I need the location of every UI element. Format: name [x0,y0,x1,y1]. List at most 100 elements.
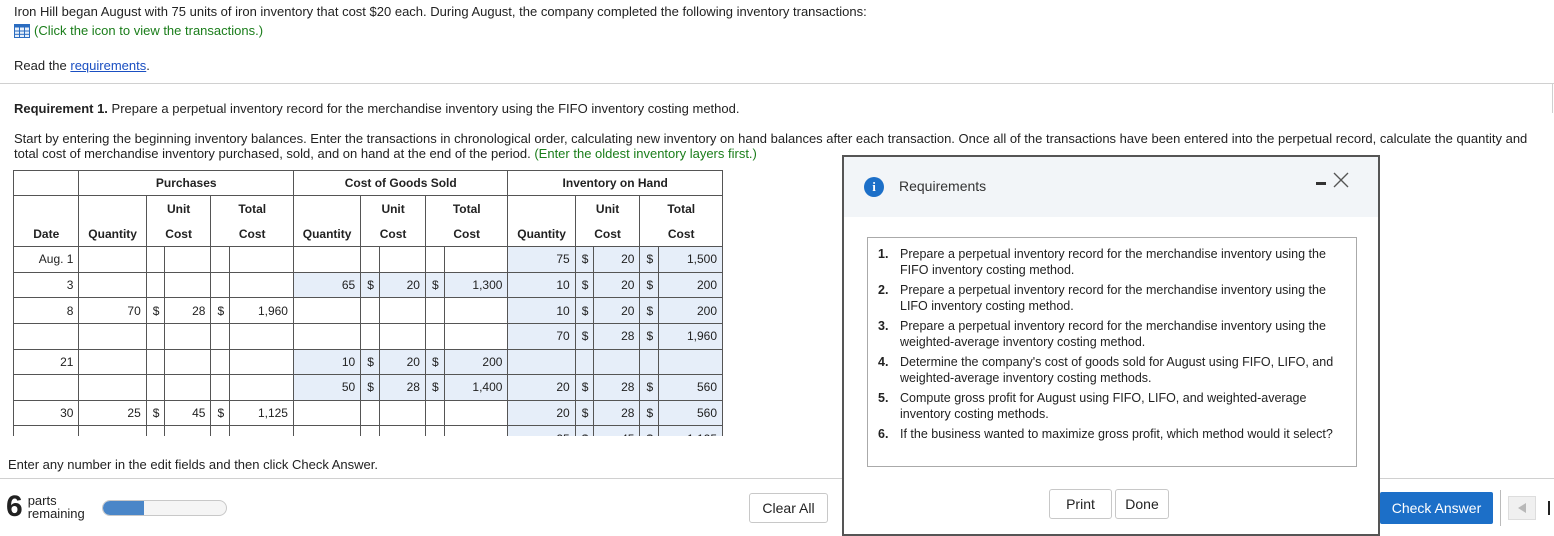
header-blank-2 [13,195,80,222]
unit-cost-cell [378,246,426,273]
unit-cost-cell: 45 [164,399,212,427]
read-requirements: Read the requirements. [14,58,150,73]
requirement-number: 1. [878,247,889,261]
dollar-sign: $ [639,271,660,299]
requirement-number: 6. [878,427,889,441]
date-cell [13,374,80,401]
unit-cost-cell: 28 [593,322,641,350]
requirement-text: Prepare a perpetual inventory record for… [900,319,1326,349]
view-transactions-link[interactable]: (Click the icon to view the transactions… [14,23,263,38]
total-cost-cell [443,425,509,436]
header-i-tcost: Cost [639,221,723,248]
scrollbar-edge [1552,83,1553,113]
quantity-cell [78,322,147,350]
dollar-sign [360,297,380,324]
dollar-sign: $ [574,425,595,436]
requirements-list-box: 1. Prepare a perpetual inventory record f… [867,237,1357,467]
requirements-link[interactable]: requirements [70,58,147,73]
unit-cost-cell [164,348,212,376]
total-cost-cell: 200 [658,297,723,324]
dollar-sign: $ [639,374,660,401]
instructions-text: Start by entering the beginning inventor… [14,131,1528,161]
dollar-sign [210,322,231,350]
unit-cost-cell: 28 [593,374,641,401]
requirement-number: 5. [878,391,889,405]
quantity-cell: 25 [78,399,147,427]
unit-cost-cell: 20 [378,271,426,299]
quantity-cell [292,297,362,324]
dollar-sign [210,271,231,299]
header-p-tcost: Cost [210,221,294,248]
dollar-sign [145,271,166,299]
table-grid-icon[interactable] [14,23,30,38]
total-cost-cell [443,246,509,273]
dollar-sign: $ [360,374,380,401]
header-blank-pq [78,195,147,222]
dollar-sign: $ [145,297,166,324]
quantity-cell [292,322,362,350]
nav-separator [1500,490,1501,526]
header-i-quantity: Quantity [507,221,576,248]
parts-label-2: remaining [27,506,85,521]
header-c-quantity: Quantity [292,221,362,248]
date-cell [13,322,80,350]
read-suffix: . [146,58,150,73]
requirement-text: Prepare a perpetual inventory record for… [900,247,1326,277]
next-button[interactable] [1544,496,1554,520]
quantity-cell [78,425,147,436]
requirement-number: 3. [878,319,889,333]
perpetual-record-table: Purchases Cost of Goods Sold Inventory o… [13,170,723,436]
requirement-text: Determine the company's cost of goods so… [900,355,1334,385]
table-row: 3 65 $20 $1,300 10 $20 $200 [13,271,723,299]
unit-cost-cell [378,322,426,350]
header-c-total: Total [424,195,509,222]
dollar-sign [360,399,380,427]
instructions: Start by entering the beginning inventor… [14,131,1534,161]
quantity-cell: 70 [507,322,576,350]
header-p-unit: Unit [145,195,212,222]
print-button[interactable]: Print [1049,489,1112,519]
header-p-total: Total [210,195,294,222]
info-icon: i [864,177,884,197]
total-cost-cell [229,246,294,273]
dollar-sign: $ [574,322,595,350]
unit-cost-cell: 20 [593,271,641,299]
table-row: 25$45$1,125 [13,425,723,436]
total-cost-cell [229,322,294,350]
dollar-sign: $ [424,348,445,376]
quantity-cell: 20 [507,399,576,427]
dollar-sign [424,322,445,350]
parts-count: 6 [6,490,23,523]
unit-cost-cell: 20 [593,297,641,324]
unit-cost-cell [164,322,212,350]
requirement-text: Compute gross profit for August using FI… [900,391,1307,421]
quantity-cell: 50 [292,374,362,401]
table-row: 8 70 $28 $1,960 10 $20 $200 [13,297,723,324]
quantity-cell: 70 [78,297,147,324]
minimize-icon[interactable] [1316,182,1326,185]
quantity-cell [292,246,362,273]
read-prefix: Read the [14,58,71,73]
unit-cost-cell [378,399,426,427]
check-answer-button[interactable]: Check Answer [1380,492,1493,524]
requirement-1-text: Prepare a perpetual inventory record for… [107,101,740,116]
unit-cost-cell: 20 [593,246,641,273]
total-cost-cell: 1,400 [443,374,509,401]
quantity-cell: 75 [507,246,576,273]
total-cost-cell [658,348,723,376]
total-cost-cell: 1,125 [229,399,294,427]
header-p-cost: Cost [145,221,212,248]
total-cost-cell: 1,125 [658,425,723,436]
unit-cost-cell: 28 [164,297,212,324]
clear-all-button[interactable]: Clear All [749,493,828,523]
previous-button[interactable] [1508,496,1536,520]
done-button[interactable]: Done [1115,489,1169,519]
header-c-cost: Cost [360,221,426,248]
requirement-1: Requirement 1. Prepare a perpetual inven… [14,101,739,116]
close-icon[interactable] [1331,170,1351,190]
requirement-item: 6. If the business wanted to maximize gro… [878,426,1346,442]
quantity-cell [78,246,147,273]
header-blank [13,170,80,196]
dollar-sign: $ [639,399,660,427]
quantity-cell: 10 [507,297,576,324]
